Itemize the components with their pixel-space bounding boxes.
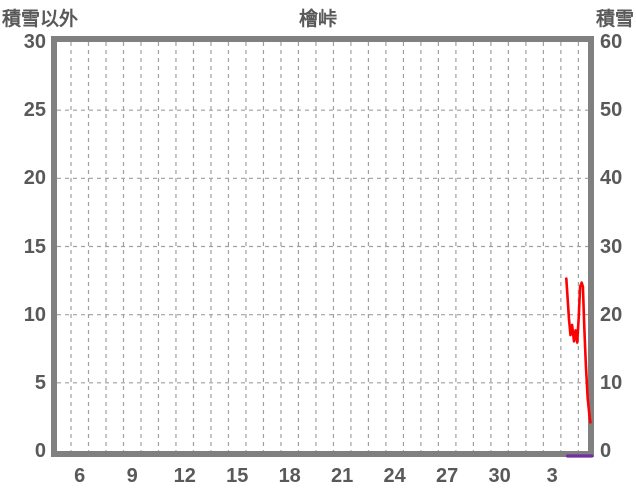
red-line bbox=[564, 277, 592, 424]
right-axis-tick-label: 0 bbox=[600, 440, 612, 462]
left-axis-title: 積雪以外 bbox=[2, 9, 79, 30]
x-axis-tick-label: 18 bbox=[278, 465, 301, 487]
left-axis-tick-label: 10 bbox=[23, 303, 46, 326]
chart-title: 檜峠 bbox=[298, 9, 337, 30]
right-axis-tick-label: 40 bbox=[600, 167, 623, 190]
left-axis-tick-label: 25 bbox=[23, 99, 46, 122]
right-axis-title: 積雪 bbox=[595, 9, 634, 30]
x-axis-tick-label: 24 bbox=[383, 465, 406, 487]
plot-canvas bbox=[57, 42, 594, 458]
x-axis-tick-label: 12 bbox=[173, 465, 196, 487]
right-axis-tick-label: 20 bbox=[600, 303, 623, 326]
right-axis-tick-label: 10 bbox=[600, 371, 623, 394]
left-axis-tick-label: 0 bbox=[34, 440, 46, 462]
left-axis-tick-label: 15 bbox=[23, 235, 46, 258]
left-axis-tick-label: 30 bbox=[23, 31, 46, 53]
plot-area bbox=[51, 36, 594, 458]
x-axis-tick-label: 30 bbox=[488, 465, 511, 487]
right-axis-tick-label: 60 bbox=[600, 31, 623, 53]
left-axis-tick-label: 5 bbox=[34, 371, 46, 394]
left-axis-tick-label: 20 bbox=[23, 167, 46, 190]
x-axis-tick-label: 15 bbox=[226, 465, 249, 487]
x-axis-tick-label: 27 bbox=[436, 465, 459, 487]
right-axis-tick-label: 50 bbox=[600, 99, 623, 122]
right-axis-tick-label: 30 bbox=[600, 235, 623, 258]
x-axis-tick-label: 9 bbox=[126, 465, 138, 487]
x-axis-tick-label: 3 bbox=[546, 465, 558, 487]
x-axis-tick-label: 21 bbox=[331, 465, 354, 487]
x-axis-tick-label: 6 bbox=[74, 465, 86, 487]
